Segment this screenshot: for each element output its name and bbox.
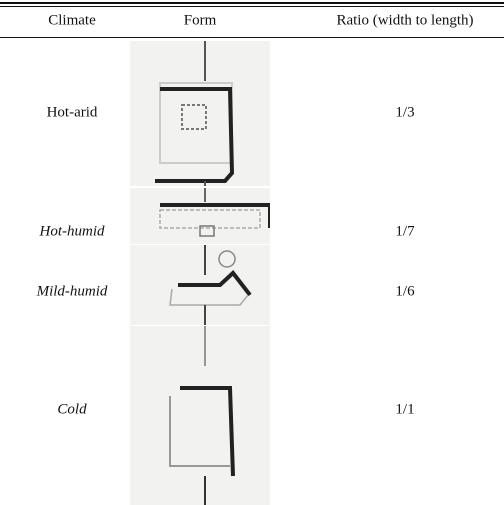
top-rule <box>0 6 504 7</box>
form-sketch <box>130 326 270 505</box>
header-rule <box>0 37 504 38</box>
climate-cell: Mild-humid <box>36 283 108 300</box>
header-cell: Form <box>183 12 217 29</box>
ratio-cell: 1/6 <box>395 283 415 300</box>
ratio-cell: 1/1 <box>395 401 415 418</box>
ratio-cell: 1/3 <box>395 104 415 121</box>
header-cell: Ratio (width to length) <box>336 12 474 29</box>
header-cell: Climate <box>48 12 96 29</box>
top-rule <box>0 2 504 4</box>
ratio-cell: 1/7 <box>395 223 415 240</box>
form-sketch <box>130 41 270 186</box>
form-sketch <box>130 245 270 325</box>
form-sketch <box>130 188 270 244</box>
climate-cell: Hot-arid <box>46 104 98 121</box>
climate-cell: Cold <box>57 401 87 418</box>
climate-cell: Hot-humid <box>39 223 105 240</box>
